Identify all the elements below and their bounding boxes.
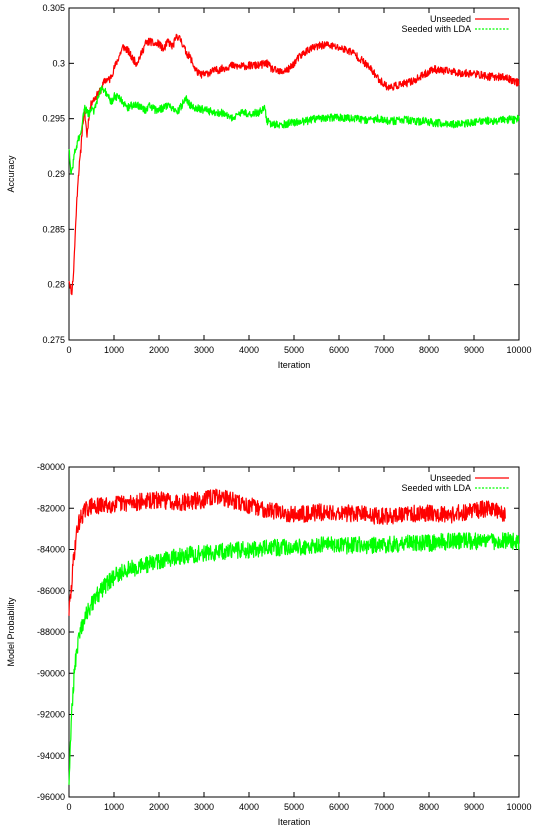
y-tick-label: -82000 bbox=[37, 503, 65, 513]
x-tick-label: 7000 bbox=[374, 802, 394, 812]
legend-label: Unseeded bbox=[430, 14, 471, 24]
x-tick-label: 5000 bbox=[284, 345, 304, 355]
x-tick-label: 4000 bbox=[239, 802, 259, 812]
y-tick-label: 0.305 bbox=[42, 3, 65, 13]
y-tick-label: -94000 bbox=[37, 751, 65, 761]
legend-label: Unseeded bbox=[430, 473, 471, 483]
series-line-unseeded bbox=[68, 488, 506, 616]
x-tick-label: 7000 bbox=[374, 345, 394, 355]
accuracy-chart: 0 1000 2000 3000 4000 5000 6000 7000 8000 9000 100… bbox=[6, 3, 532, 370]
y-axis-label: Accuracy bbox=[6, 155, 16, 193]
x-tick-label: 8000 bbox=[419, 345, 439, 355]
y-tick-label: 0.275 bbox=[42, 335, 65, 345]
x-tick-label: 8000 bbox=[419, 802, 439, 812]
x-axis-label: Iteration bbox=[278, 360, 311, 370]
y-tick-label: -88000 bbox=[37, 627, 65, 637]
y-tick-label: 0.28 bbox=[47, 280, 65, 290]
y-axis-label: Model Probability bbox=[6, 597, 16, 667]
x-tick-label: 3000 bbox=[194, 345, 214, 355]
y-tick-label: -90000 bbox=[37, 668, 65, 678]
x-tick-label: 9000 bbox=[464, 345, 484, 355]
x-tick-label: 10000 bbox=[506, 345, 531, 355]
x-tick-label: 4000 bbox=[239, 345, 259, 355]
x-tick-label: 1000 bbox=[104, 345, 124, 355]
x-tick-label: 3000 bbox=[194, 802, 214, 812]
x-axis-label: Iteration bbox=[278, 817, 311, 827]
x-tick-label: 9000 bbox=[464, 802, 484, 812]
y-tick-label: -92000 bbox=[37, 710, 65, 720]
y-tick-label: 0.29 bbox=[47, 169, 65, 179]
y-tick-label: 0.285 bbox=[42, 224, 65, 234]
x-tick-label: 2000 bbox=[149, 345, 169, 355]
x-tick-label: 6000 bbox=[329, 802, 349, 812]
x-tick-label: 1000 bbox=[104, 802, 124, 812]
accuracy-plot-frame bbox=[68, 7, 520, 341]
y-tick-label: 0.295 bbox=[42, 114, 65, 124]
y-tick-label: -96000 bbox=[37, 792, 65, 802]
x-tick-label: 5000 bbox=[284, 802, 304, 812]
y-tick-label: -80000 bbox=[37, 462, 65, 472]
x-tick-label: 2000 bbox=[149, 802, 169, 812]
x-tick-label: 10000 bbox=[506, 802, 531, 812]
x-tick-label: 6000 bbox=[329, 345, 349, 355]
y-tick-label: -84000 bbox=[37, 545, 65, 555]
x-tick-label: 0 bbox=[66, 345, 71, 355]
legend-label: Seeded with LDA bbox=[401, 24, 471, 34]
x-tick-label: 0 bbox=[66, 802, 71, 812]
legend-label: Seeded with LDA bbox=[401, 483, 471, 493]
series-line-seeded-with-lda bbox=[68, 85, 520, 175]
series-line-unseeded bbox=[68, 33, 520, 296]
model-probability-chart: 0 1000 2000 3000 4000 5000 6000 7000 8000 9000 100… bbox=[6, 462, 532, 827]
y-tick-label: -86000 bbox=[37, 586, 65, 596]
series-line-seeded-with-lda bbox=[68, 531, 520, 785]
y-tick-label: 0.3 bbox=[52, 58, 65, 68]
